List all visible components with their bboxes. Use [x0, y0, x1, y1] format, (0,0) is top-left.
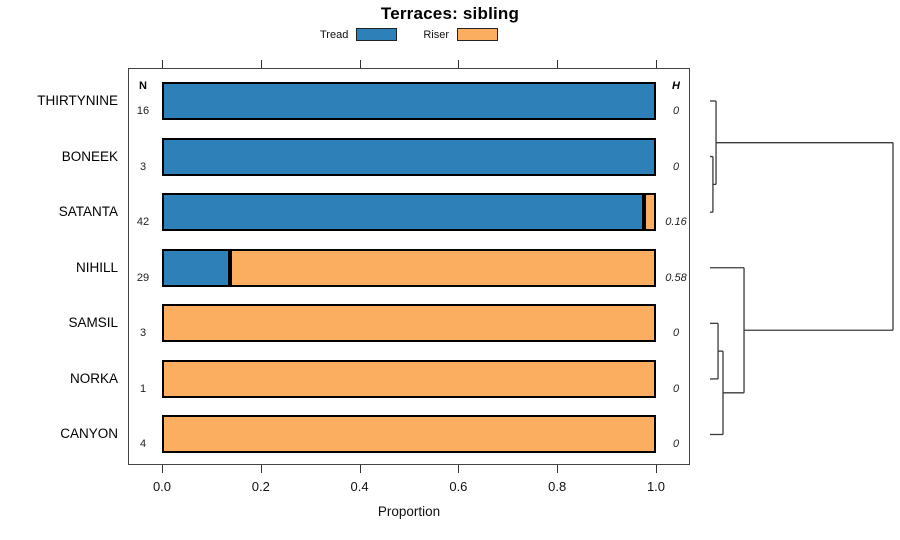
h-value: 0: [672, 105, 680, 117]
x-axis-tick-label: 0.4: [350, 479, 369, 494]
bar-segment-riser: [162, 359, 656, 398]
x-axis-tick-label: 0.8: [548, 479, 567, 494]
bar-row: [162, 193, 656, 232]
h-value: 0: [672, 160, 680, 173]
x-axis-tick-top: [162, 60, 163, 68]
bar-segment-tread: [162, 137, 656, 176]
n-value: 3: [139, 160, 147, 173]
h-value: 0.58: [665, 271, 687, 284]
x-axis-tick-bottom: [162, 465, 163, 473]
y-axis-label-norka: NORKA: [69, 370, 118, 386]
legend-label-riser: Riser: [423, 28, 449, 41]
n-value: 16: [136, 105, 150, 117]
riser-swatch-icon: [457, 28, 498, 41]
x-axis-tick-top: [656, 60, 657, 68]
h-column-header: H: [672, 80, 680, 92]
legend-item-tread: Tread: [320, 28, 398, 41]
x-axis-tick-label: 0.6: [449, 479, 468, 494]
y-axis-label-canyon: CANYON: [60, 426, 118, 442]
n-value: 42: [136, 216, 150, 229]
h-value: 0: [672, 382, 680, 395]
h-value: 0: [672, 438, 680, 451]
x-axis-tick-label: 0.0: [152, 479, 172, 494]
legend-label-tread: Tread: [320, 28, 349, 41]
n-value: 3: [139, 327, 147, 340]
n-value: 4: [139, 438, 147, 451]
bar-row: [162, 304, 656, 343]
bar-segment-tread: [162, 248, 231, 287]
x-axis-tick-top: [458, 60, 460, 68]
tread-swatch-icon: [356, 28, 398, 41]
bar-row: [162, 415, 656, 454]
y-axis-label-boneek: BONEEK: [61, 148, 118, 164]
bar-segment-riser: [644, 193, 656, 232]
x-axis-title: Proportion: [377, 504, 441, 519]
h-value: 0: [672, 327, 680, 340]
h-value: 0.16: [665, 216, 687, 229]
y-axis-label-nihill: NIHILL: [75, 259, 118, 275]
chart-title: Terraces: sibling: [380, 4, 520, 23]
bar-row: [162, 359, 656, 398]
n-column-header: N: [139, 80, 147, 92]
y-axis-label-thirtynine: THIRTYNINE: [37, 93, 118, 108]
bar-segment-riser: [162, 415, 656, 454]
y-axis-label-satanta: SATANTA: [58, 204, 118, 220]
x-axis-tick-bottom: [260, 465, 262, 473]
n-value: 1: [139, 382, 147, 395]
n-value: 29: [136, 271, 150, 284]
x-axis-tick-bottom: [656, 465, 657, 473]
bar-row: [162, 82, 656, 120]
x-axis-tick-top: [260, 60, 262, 68]
x-axis-tick-label: 1.0: [646, 479, 666, 494]
legend: Tread Riser: [320, 28, 498, 41]
x-axis-tick-label: 0.2: [251, 479, 270, 494]
legend-item-riser: Riser: [423, 28, 498, 41]
y-axis-label-samsil: SAMSIL: [68, 315, 118, 331]
x-axis-tick-top: [557, 60, 559, 68]
bar-row: [162, 248, 656, 287]
bar-row: [162, 137, 656, 176]
bar-segment-riser: [162, 304, 656, 343]
x-axis-tick-bottom: [359, 465, 361, 473]
x-axis-tick-top: [359, 60, 361, 68]
x-axis-tick-bottom: [458, 465, 460, 473]
bar-segment-tread: [162, 82, 656, 120]
bar-segment-riser: [230, 248, 656, 287]
x-axis-tick-bottom: [557, 465, 559, 473]
bar-segment-tread: [162, 193, 645, 232]
